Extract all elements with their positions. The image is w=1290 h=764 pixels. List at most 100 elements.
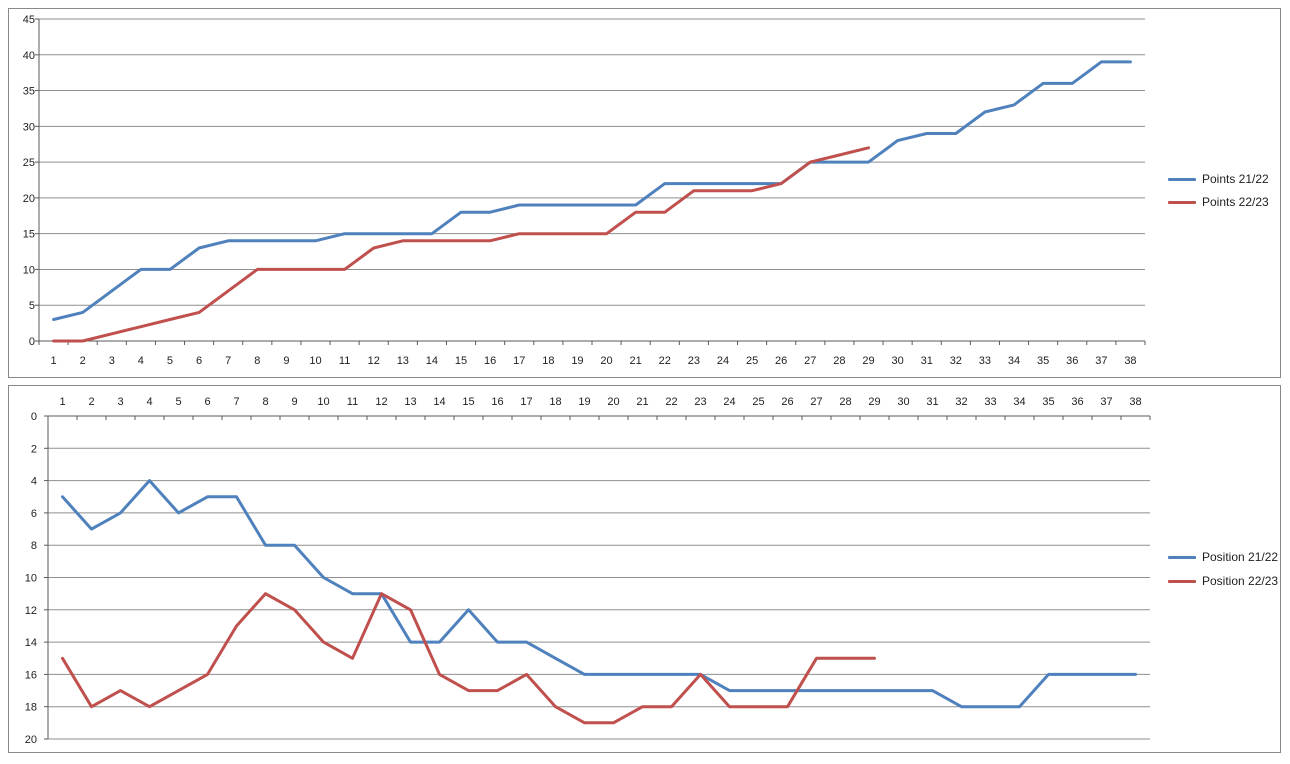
legend-label: Points 21/22 (1202, 172, 1269, 186)
points-chart[interactable]: 0 5 10 15 20 25 30 35 40 45 1 2 3 4 5 6 7 8 9 10 11 12 13 14 15 1… (8, 8, 1281, 378)
position-chart[interactable]: 0 2 4 6 8 10 12 14 16 18 20 1 2 3 4 5 6 7 8 9 10 11 12 13 14 15 16… (8, 385, 1281, 753)
x-tick-label: 7 (233, 396, 239, 408)
x-tick-label: 38 (1129, 396, 1141, 408)
x-tick-label: 33 (979, 355, 991, 367)
x-tick-label: 24 (717, 355, 729, 367)
x-tick-label: 5 (175, 396, 181, 408)
legend-label: Position 22/23 (1202, 574, 1279, 588)
x-tick-label: 2 (88, 396, 94, 408)
y-tick-label: 16 (25, 669, 37, 681)
series-line-points-21-22[interactable] (52, 60, 1132, 321)
x-tick-label: 36 (1066, 355, 1078, 367)
x-tick-label: 2 (80, 355, 86, 367)
x-tick-label: 16 (491, 396, 503, 408)
x-tick-label: 29 (868, 396, 880, 408)
x-tick-label: 5 (167, 355, 173, 367)
y-tick-label: 20 (25, 734, 37, 746)
series-line-points-22-23[interactable] (52, 146, 870, 343)
x-tick-label: 10 (317, 396, 329, 408)
y-tick-label: 20 (23, 193, 35, 205)
x-tick-label: 13 (404, 396, 416, 408)
x-tick-label: 12 (368, 355, 380, 367)
x-tick-label: 15 (455, 355, 467, 367)
x-tick-label: 22 (665, 396, 677, 408)
legend-item-points-22-23[interactable]: Points 22/23 (1168, 195, 1269, 209)
legend-item-position-22-23[interactable]: Position 22/23 (1168, 574, 1278, 588)
x-tick-label: 31 (926, 396, 938, 408)
series-line-position-22-23[interactable] (61, 592, 876, 725)
x-tick-label: 3 (109, 355, 115, 367)
x-tick-label: 1 (59, 396, 65, 408)
x-tick-label: 18 (549, 396, 561, 408)
legend-line-swatch-red (1168, 579, 1196, 583)
x-tick-label: 20 (607, 396, 619, 408)
y-tick-label: 40 (23, 50, 35, 62)
legend-line-swatch-blue (1168, 177, 1196, 181)
x-tick-label: 26 (775, 355, 787, 367)
x-tick-label: 17 (513, 355, 525, 367)
x-tick-label: 30 (897, 396, 909, 408)
x-tick-label: 1 (50, 355, 56, 367)
legend-item-points-21-22[interactable]: Points 21/22 (1168, 172, 1269, 186)
x-tick-label: 23 (688, 355, 700, 367)
x-tick-label: 28 (839, 396, 851, 408)
x-tick-label: 24 (723, 396, 735, 408)
x-tick-label: 32 (955, 396, 967, 408)
x-tick-label: 34 (1013, 396, 1025, 408)
legend-label: Position 21/22 (1202, 550, 1279, 564)
x-tick-label: 27 (810, 396, 822, 408)
x-tick-label: 11 (347, 396, 358, 408)
x-tick-label: 8 (262, 396, 268, 408)
y-tick-label: 35 (23, 86, 35, 98)
legend-line-swatch-red (1168, 200, 1196, 204)
x-tick-label: 16 (484, 355, 496, 367)
x-tick-label: 27 (804, 355, 816, 367)
x-tick-label: 29 (862, 355, 874, 367)
x-tick-label: 21 (636, 396, 648, 408)
legend-item-position-21-22[interactable]: Position 21/22 (1168, 550, 1278, 564)
x-tick-label: 25 (746, 355, 758, 367)
x-tick-label: 14 (433, 396, 445, 408)
x-tick-label: 22 (659, 355, 671, 367)
x-tick-label: 31 (921, 355, 933, 367)
x-tick-label: 13 (397, 355, 409, 367)
x-tick-label: 26 (781, 396, 793, 408)
x-tick-label: 33 (984, 396, 996, 408)
y-tick-label: 5 (29, 300, 35, 312)
y-tick-label: 0 (29, 336, 35, 348)
y-tick-label: 25 (23, 157, 35, 169)
x-tick-label: 4 (138, 355, 144, 367)
x-tick-label: 30 (891, 355, 903, 367)
x-tick-label: 35 (1037, 355, 1049, 367)
y-tick-label: 12 (25, 605, 37, 617)
x-tick-label: 10 (309, 355, 321, 367)
x-tick-label: 15 (462, 396, 474, 408)
x-tick-label: 14 (426, 355, 438, 367)
x-tick-label: 17 (520, 396, 532, 408)
x-tick-label: 7 (225, 355, 231, 367)
x-tick-label: 21 (630, 355, 642, 367)
legend-label: Points 22/23 (1202, 195, 1269, 209)
x-tick-label: 32 (950, 355, 962, 367)
y-tick-label: 10 (25, 573, 37, 585)
x-tick-label: 28 (833, 355, 845, 367)
x-tick-label: 11 (339, 355, 350, 367)
y-tick-label: 18 (25, 702, 37, 714)
y-tick-label: 0 (31, 411, 37, 423)
y-tick-label: 14 (25, 637, 37, 649)
x-tick-label: 25 (752, 396, 764, 408)
x-tick-label: 3 (117, 396, 123, 408)
y-tick-label: 15 (23, 229, 35, 241)
x-tick-label: 18 (542, 355, 554, 367)
series-line-position-21-22[interactable] (61, 479, 1137, 709)
y-tick-label: 8 (31, 540, 37, 552)
x-tick-label: 6 (204, 396, 210, 408)
x-tick-label: 19 (571, 355, 583, 367)
x-tick-label: 23 (694, 396, 706, 408)
x-tick-label: 19 (578, 396, 590, 408)
x-tick-label: 8 (254, 355, 260, 367)
x-tick-label: 9 (291, 396, 297, 408)
